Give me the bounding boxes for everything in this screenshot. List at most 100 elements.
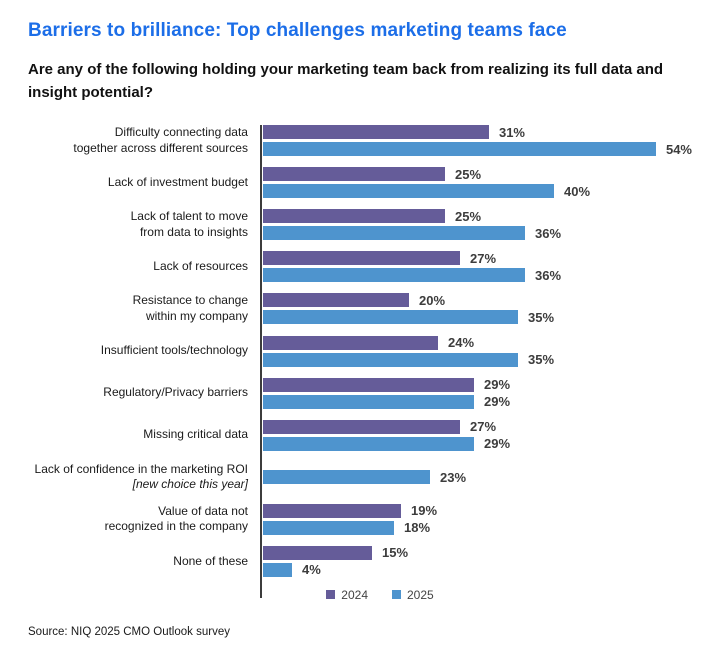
bar-2024 — [263, 251, 460, 266]
bar-value-label: 25% — [455, 208, 482, 224]
bar-2025 — [263, 470, 430, 485]
bar-line-2024: 25% — [263, 208, 692, 224]
source-note: Source: NIQ 2025 CMO Outlook survey — [28, 625, 230, 638]
bar-line-2025: 36% — [263, 225, 692, 241]
category-label: Value of data not recognized in the compa… — [104, 503, 248, 534]
bar-value-label: 27% — [470, 419, 497, 435]
category-label: Lack of investment budget — [107, 174, 248, 189]
category-label: Resistance to change within my company — [132, 293, 248, 323]
legend-label-2025: 2025 — [407, 587, 434, 602]
bar-2025 — [263, 268, 525, 283]
bar-line-2024: 31% — [262, 125, 692, 140]
chart-row: None of these 15% 4% — [28, 545, 692, 578]
category-label: Missing critical data — [143, 427, 248, 442]
bar-2024 — [263, 209, 445, 224]
y-axis-line — [260, 125, 262, 598]
bar-group: 31% 54% — [260, 125, 692, 157]
bar-line-2025: 54% — [262, 142, 692, 157]
bar-value-label: 35% — [528, 309, 555, 325]
bar-line-2025: 23% — [263, 469, 692, 485]
bar-line-2025: 18% — [263, 520, 692, 536]
legend-swatch-2025 — [392, 590, 401, 600]
bar-value-label: 25% — [455, 166, 482, 182]
chart-row: Missing critical data 27% 29% — [28, 419, 692, 452]
bar-group: 15% 4% — [260, 545, 692, 578]
bar-group: 29% 29% — [260, 377, 692, 410]
bar-2025 — [263, 310, 518, 325]
bar-2025 — [263, 436, 474, 451]
chart-row: Lack of investment budget 25% 40% — [28, 166, 692, 199]
bar-chart: Difficulty connecting data together acros… — [28, 125, 692, 602]
bar-group: 23% — [260, 469, 692, 485]
bar-2025 — [263, 394, 474, 409]
bar-line-2025: 35% — [263, 352, 692, 368]
bar-value-label: 15% — [382, 545, 409, 561]
legend-item-2024: 2024 — [326, 588, 368, 602]
bar-value-label: 40% — [564, 183, 591, 199]
bar-2024 — [263, 293, 409, 308]
bar-line-2025: 36% — [263, 267, 692, 283]
legend-label-2024: 2024 — [341, 587, 368, 602]
category-label: Lack of talent to move from data to insig… — [130, 209, 248, 239]
bar-2024 — [263, 167, 445, 182]
bar-2025 — [263, 562, 292, 577]
bar-value-label: 27% — [470, 250, 497, 266]
bar-group: 25% 36% — [260, 208, 692, 241]
bar-value-label: 18% — [404, 520, 431, 536]
bar-2024 — [263, 377, 474, 392]
bar-value-label: 35% — [528, 352, 555, 368]
bar-2024 — [263, 419, 460, 434]
bar-group: 25% 40% — [260, 166, 692, 199]
page: Barriers to brilliance: Top challenges m… — [28, 20, 692, 638]
category-label: Lack of confidence in the marketing ROI[… — [34, 461, 248, 492]
bar-group: 27% 36% — [260, 250, 692, 283]
category-label: Regulatory/Privacy barriers — [103, 385, 248, 400]
bar-line-2025: 40% — [263, 183, 692, 199]
bar-line-2025: 29% — [263, 436, 692, 452]
bar-group: 20% 35% — [260, 292, 692, 325]
bar-value-label: 19% — [411, 503, 438, 519]
bar-2025 — [263, 184, 554, 199]
page-title: Barriers to brilliance: Top challenges m… — [28, 20, 567, 41]
bar-group: 24% 35% — [260, 335, 692, 368]
bar-value-label: 24% — [448, 335, 475, 351]
chart-row: Resistance to change within my company 20%… — [28, 292, 692, 325]
category-label: Insufficient tools/technology — [100, 343, 248, 358]
bar-line-2024: 25% — [263, 166, 692, 182]
bar-value-label: 29% — [484, 436, 511, 452]
bar-value-label: 36% — [535, 225, 562, 241]
bar-group: 27% 29% — [260, 419, 692, 452]
category-label: Difficulty connecting data together acros… — [73, 125, 248, 155]
bar-value-label: 36% — [535, 267, 562, 283]
bar-line-2024: 27% — [263, 419, 692, 435]
bar-2025 — [263, 352, 518, 367]
chart-row: Regulatory/Privacy barriers 29% 29% — [28, 377, 692, 410]
bar-value-label: 20% — [419, 292, 446, 308]
bar-line-2025: 35% — [263, 309, 692, 325]
category-label: Lack of resources — [153, 259, 248, 274]
chart-row: Lack of resources 27% 36% — [28, 250, 692, 283]
bar-2025 — [263, 226, 525, 241]
bar-value-label: 4% — [302, 562, 321, 578]
survey-question: Are any of the following holding your ma… — [28, 61, 664, 101]
bar-2024 — [263, 545, 372, 560]
bar-line-2025: 4% — [263, 562, 692, 578]
category-label: None of these — [173, 553, 248, 568]
bar-line-2024: 20% — [263, 292, 692, 308]
bar-group: 19% 18% — [260, 503, 692, 536]
chart-rows: Difficulty connecting data together acros… — [28, 125, 692, 578]
bar-value-label: 29% — [484, 394, 511, 410]
bar-2024 — [263, 335, 438, 350]
chart-row: Insufficient tools/technology 24% 35% — [28, 335, 692, 368]
bar-2024 — [262, 125, 489, 140]
bar-value-label: 23% — [440, 469, 467, 485]
bar-line-2024: 27% — [263, 250, 692, 266]
bar-line-2024: 15% — [263, 545, 692, 561]
chart-row: Lack of confidence in the marketing ROI[… — [28, 462, 692, 493]
legend: 2024 2025 — [68, 588, 692, 602]
bar-2024 — [263, 503, 401, 518]
chart-row: Value of data not recognized in the compa… — [28, 503, 692, 536]
bar-line-2025: 29% — [263, 394, 692, 410]
bar-value-label: 29% — [484, 377, 511, 393]
legend-swatch-2024 — [326, 590, 336, 600]
